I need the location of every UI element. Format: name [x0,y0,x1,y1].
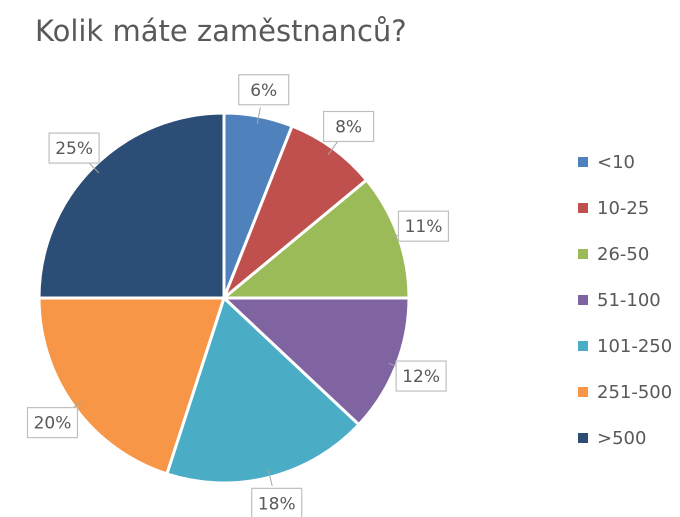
data-label: 12% [402,367,440,387]
data-label: 11% [405,217,443,237]
data-label-box [238,74,290,106]
callout-line [267,469,273,487]
legend-swatch [578,203,588,213]
legend-label: >500 [597,428,646,449]
legend-swatch [578,341,588,351]
data-label-box [251,487,303,517]
chart-title: Kolik máte zaměstnanců? [35,14,407,48]
legend-swatch [578,387,588,397]
data-label: 8% [335,117,362,137]
legend-swatch [578,249,588,259]
legend-label: 10-25 [597,198,649,219]
callout-line [256,107,261,125]
data-label: 20% [34,414,72,434]
data-label: 6% [250,81,277,101]
data-label: 25% [55,139,93,159]
legend-label: 101-250 [597,336,672,357]
data-label-box [395,360,447,392]
legend-swatch [578,433,588,443]
legend-swatch [578,295,588,305]
data-label-box [323,110,375,143]
data-label: 18% [258,494,296,514]
data-label-box [48,132,100,164]
legend-label: <10 [597,152,635,173]
legend-label: 26-50 [597,244,649,265]
legend-label: 251-500 [597,382,672,403]
legend-swatch [578,157,588,167]
data-label-box [397,210,450,242]
legend-label: 51-100 [597,290,661,311]
callout-line [327,140,339,156]
data-label-box [26,407,79,439]
